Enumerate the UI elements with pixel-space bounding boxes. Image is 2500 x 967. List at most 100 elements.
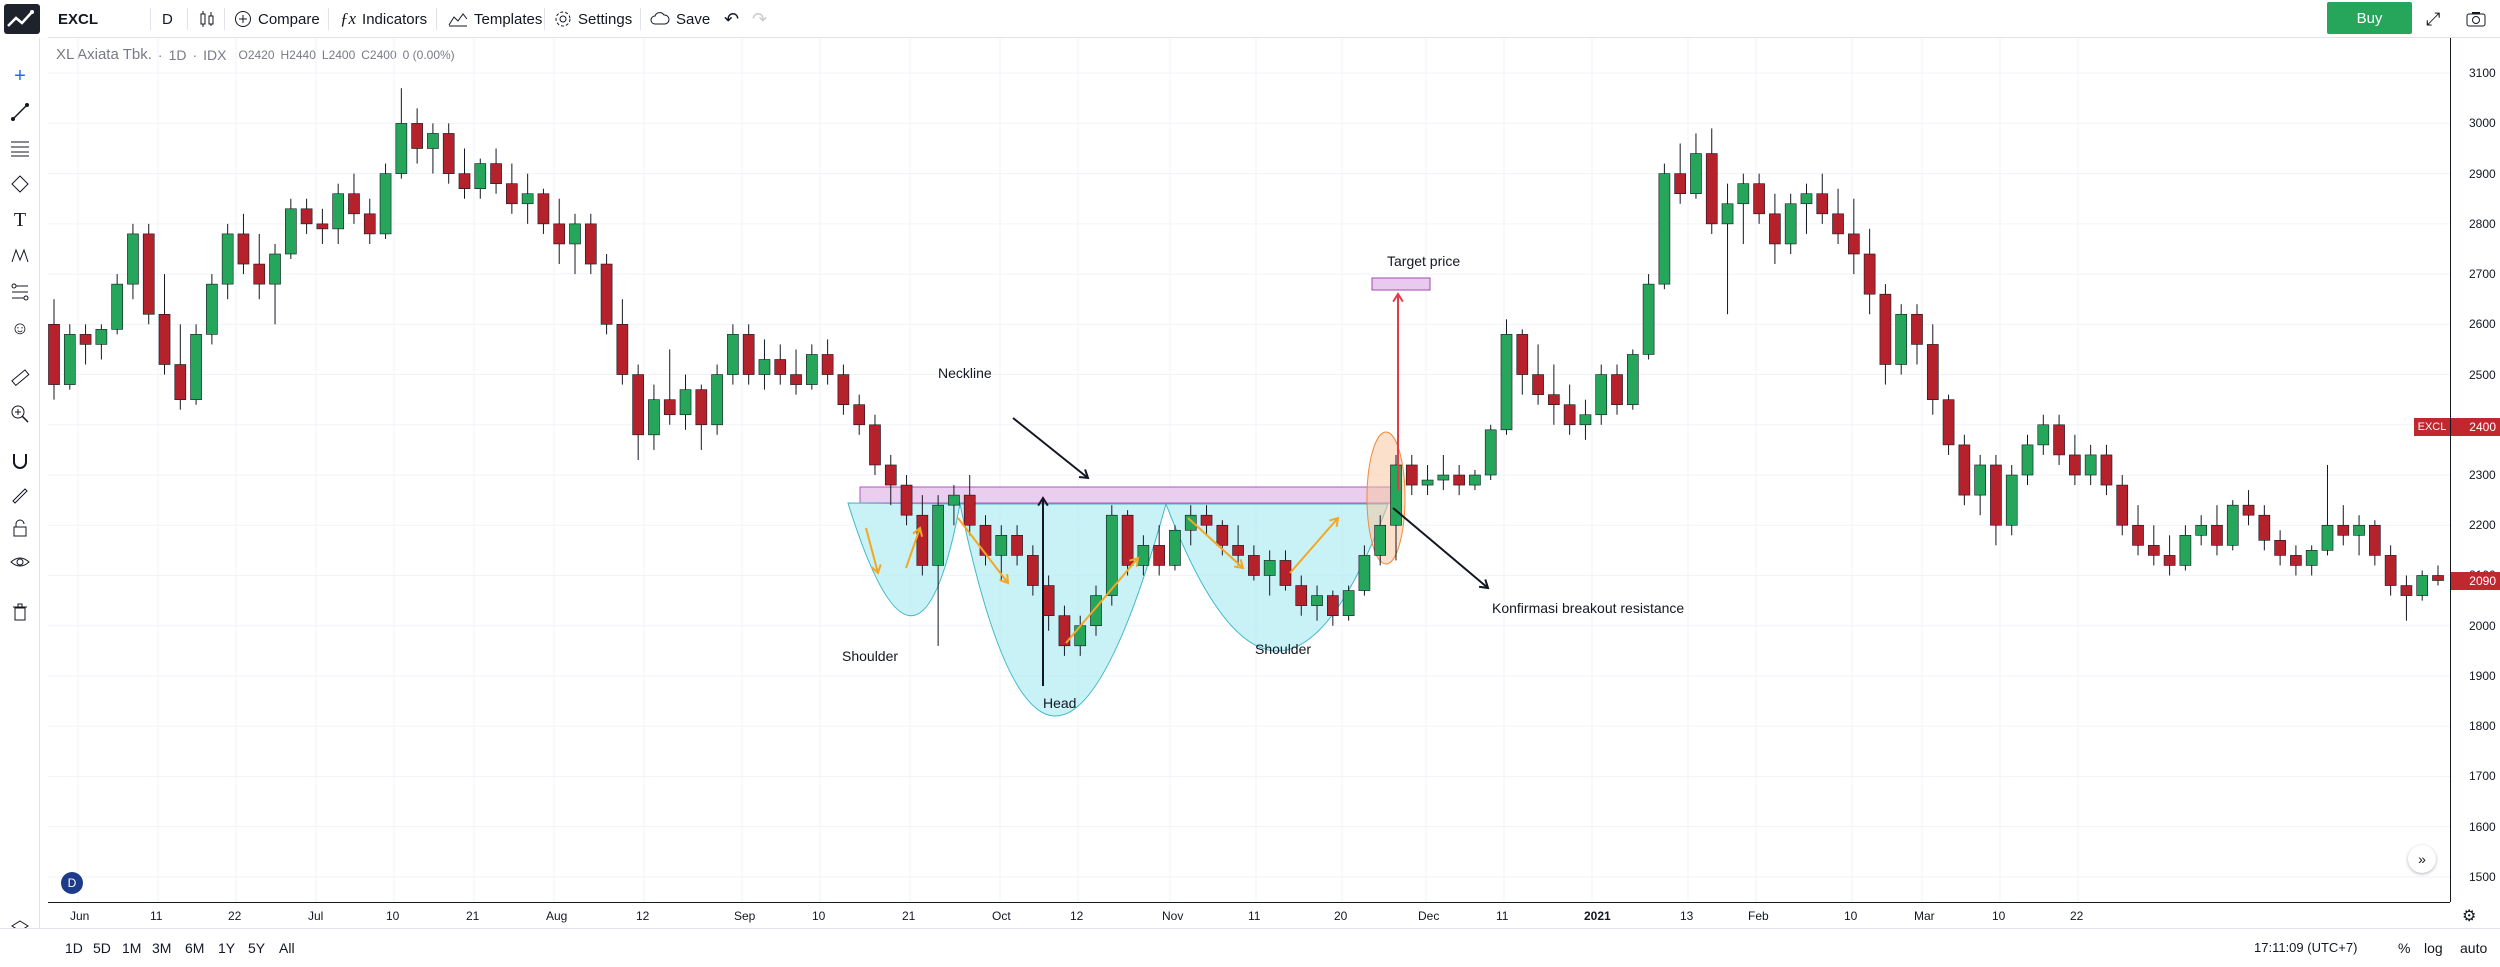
emoji-icon[interactable]: ☺: [10, 317, 30, 338]
fib-icon[interactable]: [8, 136, 32, 160]
candle-body: [600, 263, 613, 325]
arrowhead-icon: [1078, 469, 1090, 480]
time-axis[interactable]: Jun 11 22 Jul 10 21 Aug 12 Sep 10 21 Oct 12 Nov 11 20 De…: [48, 902, 2450, 928]
trendline-icon[interactable]: [8, 100, 32, 124]
shapes-icon[interactable]: [8, 172, 32, 196]
zoom-icon[interactable]: [8, 402, 32, 426]
candle-body: [1879, 293, 1892, 365]
candle-body: [2400, 585, 2413, 596]
lock-icon[interactable]: [8, 516, 32, 540]
price-tick-label: 2000: [2469, 618, 2496, 633]
chart-type-button[interactable]: [198, 0, 216, 38]
candle-body: [1926, 344, 1939, 400]
candle-body: [127, 233, 139, 285]
candle-body: [1184, 514, 1197, 531]
down-arrow: [865, 527, 879, 574]
head-label: Head: [1043, 695, 1077, 711]
cloud-icon: [650, 12, 670, 25]
last-price-tag: 2400: [2451, 418, 2500, 436]
candle-body: [158, 313, 171, 365]
scroll-to-realtime-button[interactable]: »: [2408, 845, 2436, 873]
range-button-1y[interactable]: 1Y: [218, 940, 236, 956]
logo[interactable]: [0, 0, 48, 38]
legend-dot: ·: [192, 46, 198, 63]
save-button[interactable]: Save: [650, 0, 710, 38]
candle-body: [1800, 193, 1813, 205]
range-button-3m[interactable]: 3M: [152, 940, 172, 956]
candle-body: [537, 193, 550, 225]
undo-button[interactable]: ↶: [724, 0, 739, 38]
range-button-6m[interactable]: 6M: [185, 940, 205, 956]
fullscreen-button[interactable]: ⤢: [2426, 0, 2440, 38]
fx-icon: ƒx: [340, 9, 357, 28]
percent-toggle[interactable]: %: [2398, 940, 2411, 956]
candle-body: [1958, 444, 1971, 496]
candle-body: [1074, 625, 1087, 647]
candle-body: [206, 283, 218, 335]
crosshair-icon[interactable]: +: [14, 64, 26, 87]
candle-body: [616, 324, 629, 375]
snapshot-button[interactable]: [2466, 0, 2486, 38]
symbol-price-tag: EXCL: [2414, 418, 2450, 436]
range-button-1m[interactable]: 1M: [122, 940, 142, 956]
interval-label: D: [162, 10, 173, 28]
candle-body: [2037, 424, 2050, 446]
range-button-5y[interactable]: 5Y: [248, 940, 266, 956]
dividend-marker-icon[interactable]: D: [61, 872, 83, 894]
candle-body: [1137, 545, 1150, 566]
candle-body: [806, 354, 818, 385]
buy-button[interactable]: Buy: [2327, 2, 2412, 34]
neckline-pointer: [1012, 417, 1089, 479]
prediction-icon[interactable]: [8, 280, 32, 304]
price-tick-label: 2600: [2469, 317, 2496, 332]
arrowhead-icon: [1392, 292, 1404, 303]
candle-body: [1832, 213, 1844, 235]
candle-body: [1342, 590, 1355, 616]
auto-toggle[interactable]: auto: [2460, 940, 2488, 956]
save-label: Save: [676, 10, 711, 28]
price-chart[interactable]: [48, 38, 2450, 902]
price-tick-label: 3000: [2469, 116, 2496, 131]
log-toggle[interactable]: log: [2424, 940, 2443, 956]
candle-body: [774, 359, 787, 375]
range-button-all[interactable]: All: [279, 940, 295, 956]
text-icon[interactable]: T: [13, 208, 27, 231]
pattern-icon[interactable]: [8, 244, 32, 268]
candle-body: [2353, 524, 2365, 536]
candle-body: [190, 334, 202, 400]
candle-body: [2258, 514, 2271, 541]
candle-body: [2084, 454, 2097, 476]
candle-body: [1437, 474, 1450, 481]
axis-settings-button[interactable]: ⚙: [2462, 906, 2476, 926]
redo-button[interactable]: ↷: [752, 0, 767, 38]
candle-body: [853, 404, 866, 426]
arrowhead-icon: [912, 526, 924, 537]
price-axis[interactable]: 3100300029002800270026002500230022002100…: [2450, 38, 2500, 902]
templates-button[interactable]: Templates: [448, 0, 542, 38]
symbol-search[interactable]: EXCL: [58, 0, 98, 38]
magnet-icon[interactable]: [8, 448, 32, 472]
arrowhead-icon: [870, 564, 882, 575]
legend-interval: 1D: [168, 46, 187, 63]
candle-body: [2053, 424, 2065, 456]
candle-body: [1784, 203, 1797, 245]
candle-body: [490, 163, 502, 184]
candle-body: [900, 484, 913, 516]
compare-button[interactable]: Compare: [234, 0, 320, 38]
range-button-1d[interactable]: 1D: [65, 940, 83, 956]
indicators-button[interactable]: ƒx Indicators: [340, 0, 427, 38]
eye-icon[interactable]: [8, 550, 32, 574]
trash-icon[interactable]: [8, 600, 32, 624]
ruler-icon[interactable]: [8, 366, 32, 390]
interval-button[interactable]: D: [162, 0, 173, 38]
price-tick-label: 3100: [2469, 66, 2496, 81]
time-tick-label: 22: [228, 909, 242, 923]
candle-body: [2211, 524, 2223, 546]
time-tick-label: 12: [1070, 909, 1084, 923]
pencil-lock-icon[interactable]: [8, 482, 32, 506]
candle-body: [1737, 183, 1750, 205]
range-button-5d[interactable]: 5D: [93, 940, 111, 956]
time-tick-label: Jun: [70, 909, 90, 923]
indicators-label: Indicators: [362, 10, 428, 28]
settings-button[interactable]: Settings: [554, 0, 632, 38]
